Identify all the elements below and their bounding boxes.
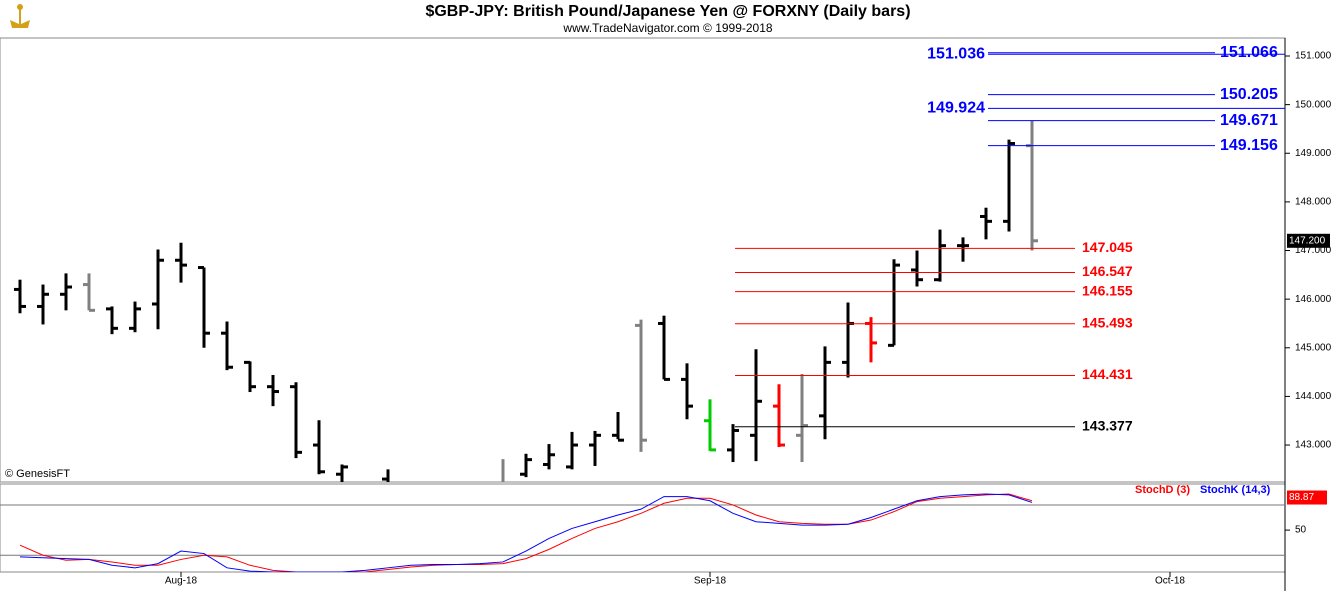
y-tick-label: 148.000 bbox=[1295, 197, 1332, 208]
last-value-label: 88.87 bbox=[1289, 492, 1314, 503]
y-tick-label: 151.000 bbox=[1295, 51, 1332, 62]
last-value-box bbox=[1287, 490, 1327, 505]
level-label: 147.045 bbox=[1082, 239, 1133, 255]
y-tick-label: 147.000 bbox=[1295, 245, 1332, 256]
legend-entry: StochD (3) bbox=[1135, 484, 1190, 496]
x-tick-label: Oct-18 bbox=[1155, 576, 1185, 587]
x-tick-label: Sep-18 bbox=[694, 576, 727, 587]
level-label: 151.066 bbox=[1220, 44, 1278, 61]
legend-entry: StochK (14,3) bbox=[1200, 484, 1271, 496]
y-tick-label: 50 bbox=[1295, 525, 1307, 536]
y-tick-label: 149.000 bbox=[1295, 148, 1332, 159]
y-tick-label: 144.000 bbox=[1295, 391, 1332, 402]
level-label: 144.431 bbox=[1082, 366, 1133, 382]
y-tick-label: 146.000 bbox=[1295, 294, 1332, 305]
y-tick-label: 143.000 bbox=[1295, 440, 1332, 451]
level-label: 151.036 bbox=[927, 45, 985, 62]
last-price-box bbox=[1287, 233, 1330, 248]
chart-title: $GBP-JPY: British Pound/Japanese Yen @ F… bbox=[425, 3, 910, 20]
level-label: 146.547 bbox=[1082, 263, 1133, 279]
last-price-label: 147.200 bbox=[1289, 235, 1326, 246]
stoch-plot bbox=[0, 493, 1285, 572]
level-label: 143.377 bbox=[1082, 417, 1133, 433]
level-label: 150.205 bbox=[1220, 86, 1278, 103]
y-tick-label: 145.000 bbox=[1295, 342, 1332, 353]
level-label: 149.156 bbox=[1220, 137, 1278, 154]
annotation: © GenesisFT bbox=[5, 468, 70, 480]
level-label: 146.155 bbox=[1082, 282, 1133, 298]
x-tick-label: Aug-18 bbox=[165, 576, 198, 587]
chart-subtitle: www.TradeNavigator.com © 1999-2018 bbox=[562, 21, 772, 35]
y-tick-label: 150.000 bbox=[1295, 99, 1332, 110]
level-label: 149.924 bbox=[927, 100, 985, 117]
stoch-line bbox=[19, 493, 1033, 572]
stoch-line bbox=[19, 493, 1033, 572]
level-label: 149.671 bbox=[1220, 112, 1278, 129]
logo bbox=[4, 3, 34, 33]
level-label: 145.493 bbox=[1082, 315, 1133, 331]
